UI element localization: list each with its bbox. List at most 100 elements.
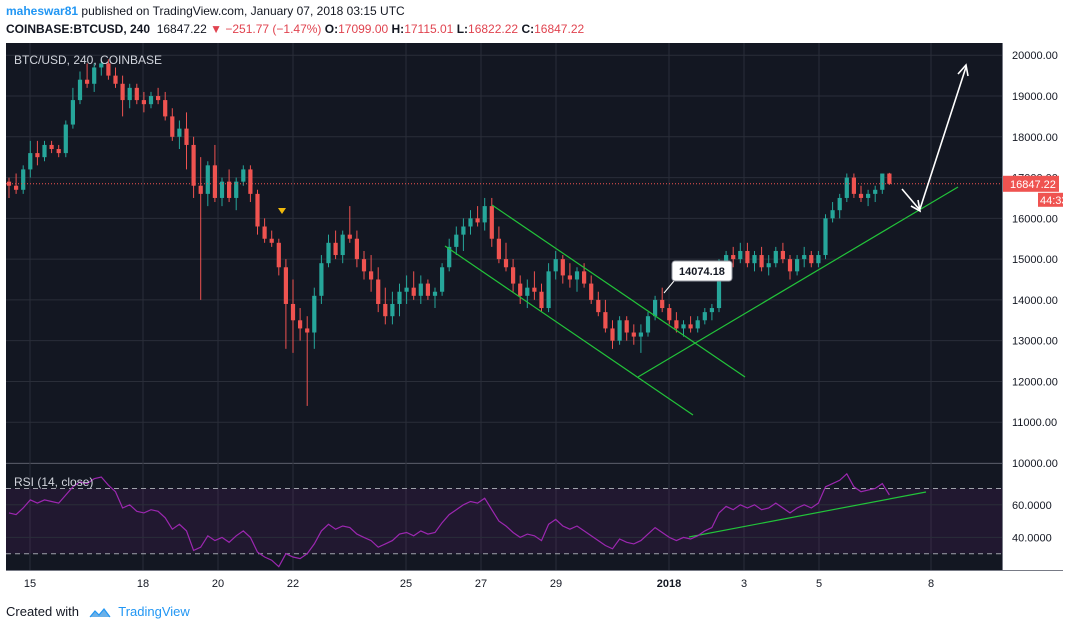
candle-body xyxy=(503,259,509,268)
candle-body xyxy=(248,169,253,194)
candle-body xyxy=(695,320,700,329)
candle-body xyxy=(56,149,61,154)
candle-body xyxy=(447,246,452,268)
candle-body xyxy=(795,259,800,272)
candle-body xyxy=(880,173,885,190)
candle-body xyxy=(582,271,587,284)
candle-body xyxy=(340,234,345,256)
candle-body xyxy=(290,303,296,321)
candle-body xyxy=(326,242,331,264)
candle-body xyxy=(148,96,154,105)
time-tick-label: 8 xyxy=(928,578,934,590)
candle-body xyxy=(184,128,189,145)
candle-body xyxy=(227,181,232,198)
candle-body xyxy=(440,267,445,292)
price-axis-bg xyxy=(1002,43,1063,596)
price-tick-label: 13000.00 xyxy=(1012,336,1058,348)
candle-body xyxy=(255,193,260,227)
symbol-label: COINBASE:BTCUSD, 240 xyxy=(6,22,151,36)
candle-body xyxy=(645,316,651,333)
candle-body xyxy=(141,100,146,105)
candle-body xyxy=(610,328,615,341)
candle-body xyxy=(276,242,281,268)
price-tick-label: 19000.00 xyxy=(1012,91,1058,103)
candle-body xyxy=(369,271,374,280)
publish-info: maheswar81 published on TradingView.com,… xyxy=(6,4,405,18)
candle-body xyxy=(106,63,111,76)
candle-body xyxy=(887,173,892,184)
arrow-head-up-icon xyxy=(957,63,969,77)
candle-body xyxy=(319,263,324,296)
candle-body xyxy=(681,324,686,329)
rsi-tick-label: 60.0000 xyxy=(1012,500,1052,512)
rsi-trendline xyxy=(688,491,927,538)
chart-svg[interactable]: 20000.0019000.0018000.0017000.0016000.00… xyxy=(6,43,1063,596)
candle-body xyxy=(624,320,629,333)
candle-body xyxy=(766,263,771,268)
candle-body xyxy=(234,181,239,198)
candle-body xyxy=(489,206,494,239)
candle-body xyxy=(787,259,793,272)
chart-area[interactable]: 20000.0019000.0018000.0017000.0016000.00… xyxy=(6,43,1063,596)
high-value: 17115.01 xyxy=(404,22,454,36)
rsi-line xyxy=(8,472,890,568)
candle-body xyxy=(631,332,636,337)
open-value: 17099.00 xyxy=(338,22,389,36)
last-price: 16847.22 xyxy=(156,22,207,36)
time-tick-label: 22 xyxy=(287,578,299,590)
channel-upper-line xyxy=(491,204,746,378)
candle-body xyxy=(482,206,487,223)
price-tick-label: 16000.00 xyxy=(1012,213,1058,225)
time-tick-label: 5 xyxy=(816,578,822,590)
candle-body xyxy=(28,153,33,170)
price-pane-title: BTC/USD, 240, COINBASE xyxy=(14,53,162,67)
candle-body xyxy=(298,320,303,329)
candle-body xyxy=(198,185,203,194)
callout-label: 14074.18 xyxy=(679,266,725,278)
candle-body xyxy=(660,299,665,309)
candle-body xyxy=(156,96,161,101)
low-label: L: xyxy=(456,22,469,36)
time-tick-label: 20 xyxy=(212,578,224,590)
tradingview-link[interactable]: TradingView xyxy=(118,604,190,619)
author-link[interactable]: maheswar81 xyxy=(6,4,79,18)
time-tick-label: 25 xyxy=(400,578,412,590)
candle-body xyxy=(14,185,19,190)
candle-body xyxy=(99,63,104,68)
last-price-label: 16847.22 xyxy=(1010,179,1056,191)
candle-body xyxy=(177,128,182,137)
candle-body xyxy=(49,144,54,150)
candle-body xyxy=(35,153,40,158)
price-tick-label: 15000.00 xyxy=(1012,254,1058,266)
candle-body xyxy=(603,312,608,329)
created-with-label: Created with xyxy=(6,604,79,619)
candle-body xyxy=(511,267,516,284)
candle-body xyxy=(716,263,722,309)
candle-body xyxy=(283,267,288,304)
candle-body xyxy=(567,275,572,280)
projection-arrow-down xyxy=(901,188,920,210)
candle-body xyxy=(269,238,274,243)
published-text: published on TradingView.com, January 07… xyxy=(81,4,405,18)
time-axis-bg xyxy=(6,570,1063,596)
candle-body xyxy=(21,169,26,190)
candle-body xyxy=(205,165,210,194)
change-down-icon: ▼ xyxy=(210,22,222,36)
channel-lower-line xyxy=(444,245,694,416)
candle-body xyxy=(191,144,196,186)
price-tick-label: 11000.00 xyxy=(1012,417,1057,429)
candle-body xyxy=(404,287,409,292)
candle-body xyxy=(574,271,580,280)
candle-body xyxy=(127,87,132,101)
candle-body xyxy=(262,226,267,239)
candle-body xyxy=(432,291,438,296)
candle-body xyxy=(468,218,473,227)
candle-body xyxy=(241,169,246,182)
candle-body xyxy=(496,238,501,260)
candle-body xyxy=(816,255,821,264)
candle-body xyxy=(411,287,416,296)
candle-body xyxy=(823,218,828,256)
candle-body xyxy=(525,287,530,296)
candle-body xyxy=(397,291,402,304)
price-tick-label: 14000.00 xyxy=(1012,295,1058,307)
